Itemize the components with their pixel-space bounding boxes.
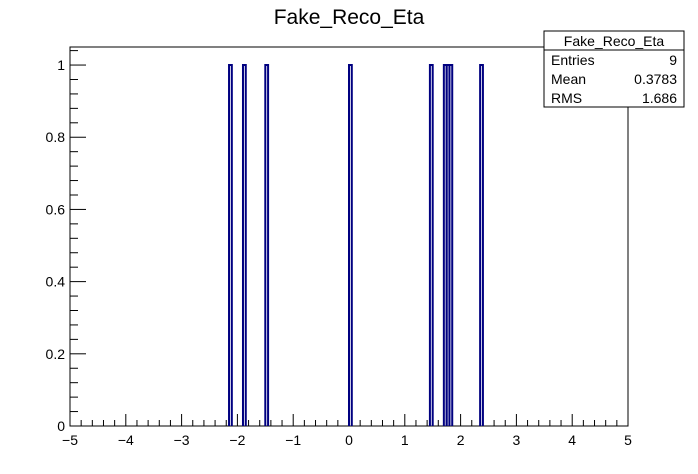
stats-mean-value: 0.3783 xyxy=(634,71,677,87)
stats-box: Fake_Reco_Eta Entries 9 Mean 0.3783 RMS … xyxy=(543,30,685,108)
stats-title: Fake_Reco_Eta xyxy=(564,33,665,49)
histogram-bar-8 xyxy=(448,64,454,426)
stats-rms-label: RMS xyxy=(551,90,582,106)
chart-title: Fake_Reco_Eta xyxy=(274,6,425,29)
x-tick-label: −2 xyxy=(229,432,245,448)
stats-entries-value: 9 xyxy=(669,52,677,68)
y-tick-label: 0.2 xyxy=(46,346,66,362)
y-tick-label: 0 xyxy=(57,418,65,434)
stats-entries-label: Entries xyxy=(551,52,595,68)
x-tick-label: 5 xyxy=(624,432,632,448)
axis-ticks-group xyxy=(69,50,629,427)
histogram-bar-1 xyxy=(228,64,233,426)
histogram-bar-9 xyxy=(479,64,484,426)
x-tick-label: −1 xyxy=(285,432,301,448)
y-tick-label: 0.8 xyxy=(46,129,66,145)
histogram-bar-4 xyxy=(348,64,353,426)
x-tick-label: −4 xyxy=(118,432,134,448)
stats-rms-value: 1.686 xyxy=(642,90,677,106)
x-tick-label: 1 xyxy=(401,432,409,448)
stats-mean-label: Mean xyxy=(551,71,586,87)
x-tick-label: 2 xyxy=(457,432,465,448)
histogram-bars-group xyxy=(228,64,484,426)
x-tick-label: −5 xyxy=(62,432,78,448)
y-tick-label: 0.4 xyxy=(46,274,66,290)
tick-labels-group: −5 −4 −3 −2 −1 0 1 2 3 4 5 0 0.2 0.4 0.6 0.8 1 xyxy=(46,57,633,448)
y-tick-label: 0.6 xyxy=(46,201,66,217)
y-tick-label: 1 xyxy=(57,57,65,73)
x-tick-label: −3 xyxy=(174,432,190,448)
histogram-bar-2 xyxy=(241,64,247,426)
stats-box-border xyxy=(543,30,685,108)
x-tick-label: 4 xyxy=(568,432,576,448)
x-tick-label: 0 xyxy=(345,432,353,448)
histogram-bar-3 xyxy=(264,64,270,426)
x-tick-label: 3 xyxy=(513,432,521,448)
histogram-bar-5 xyxy=(428,64,434,426)
